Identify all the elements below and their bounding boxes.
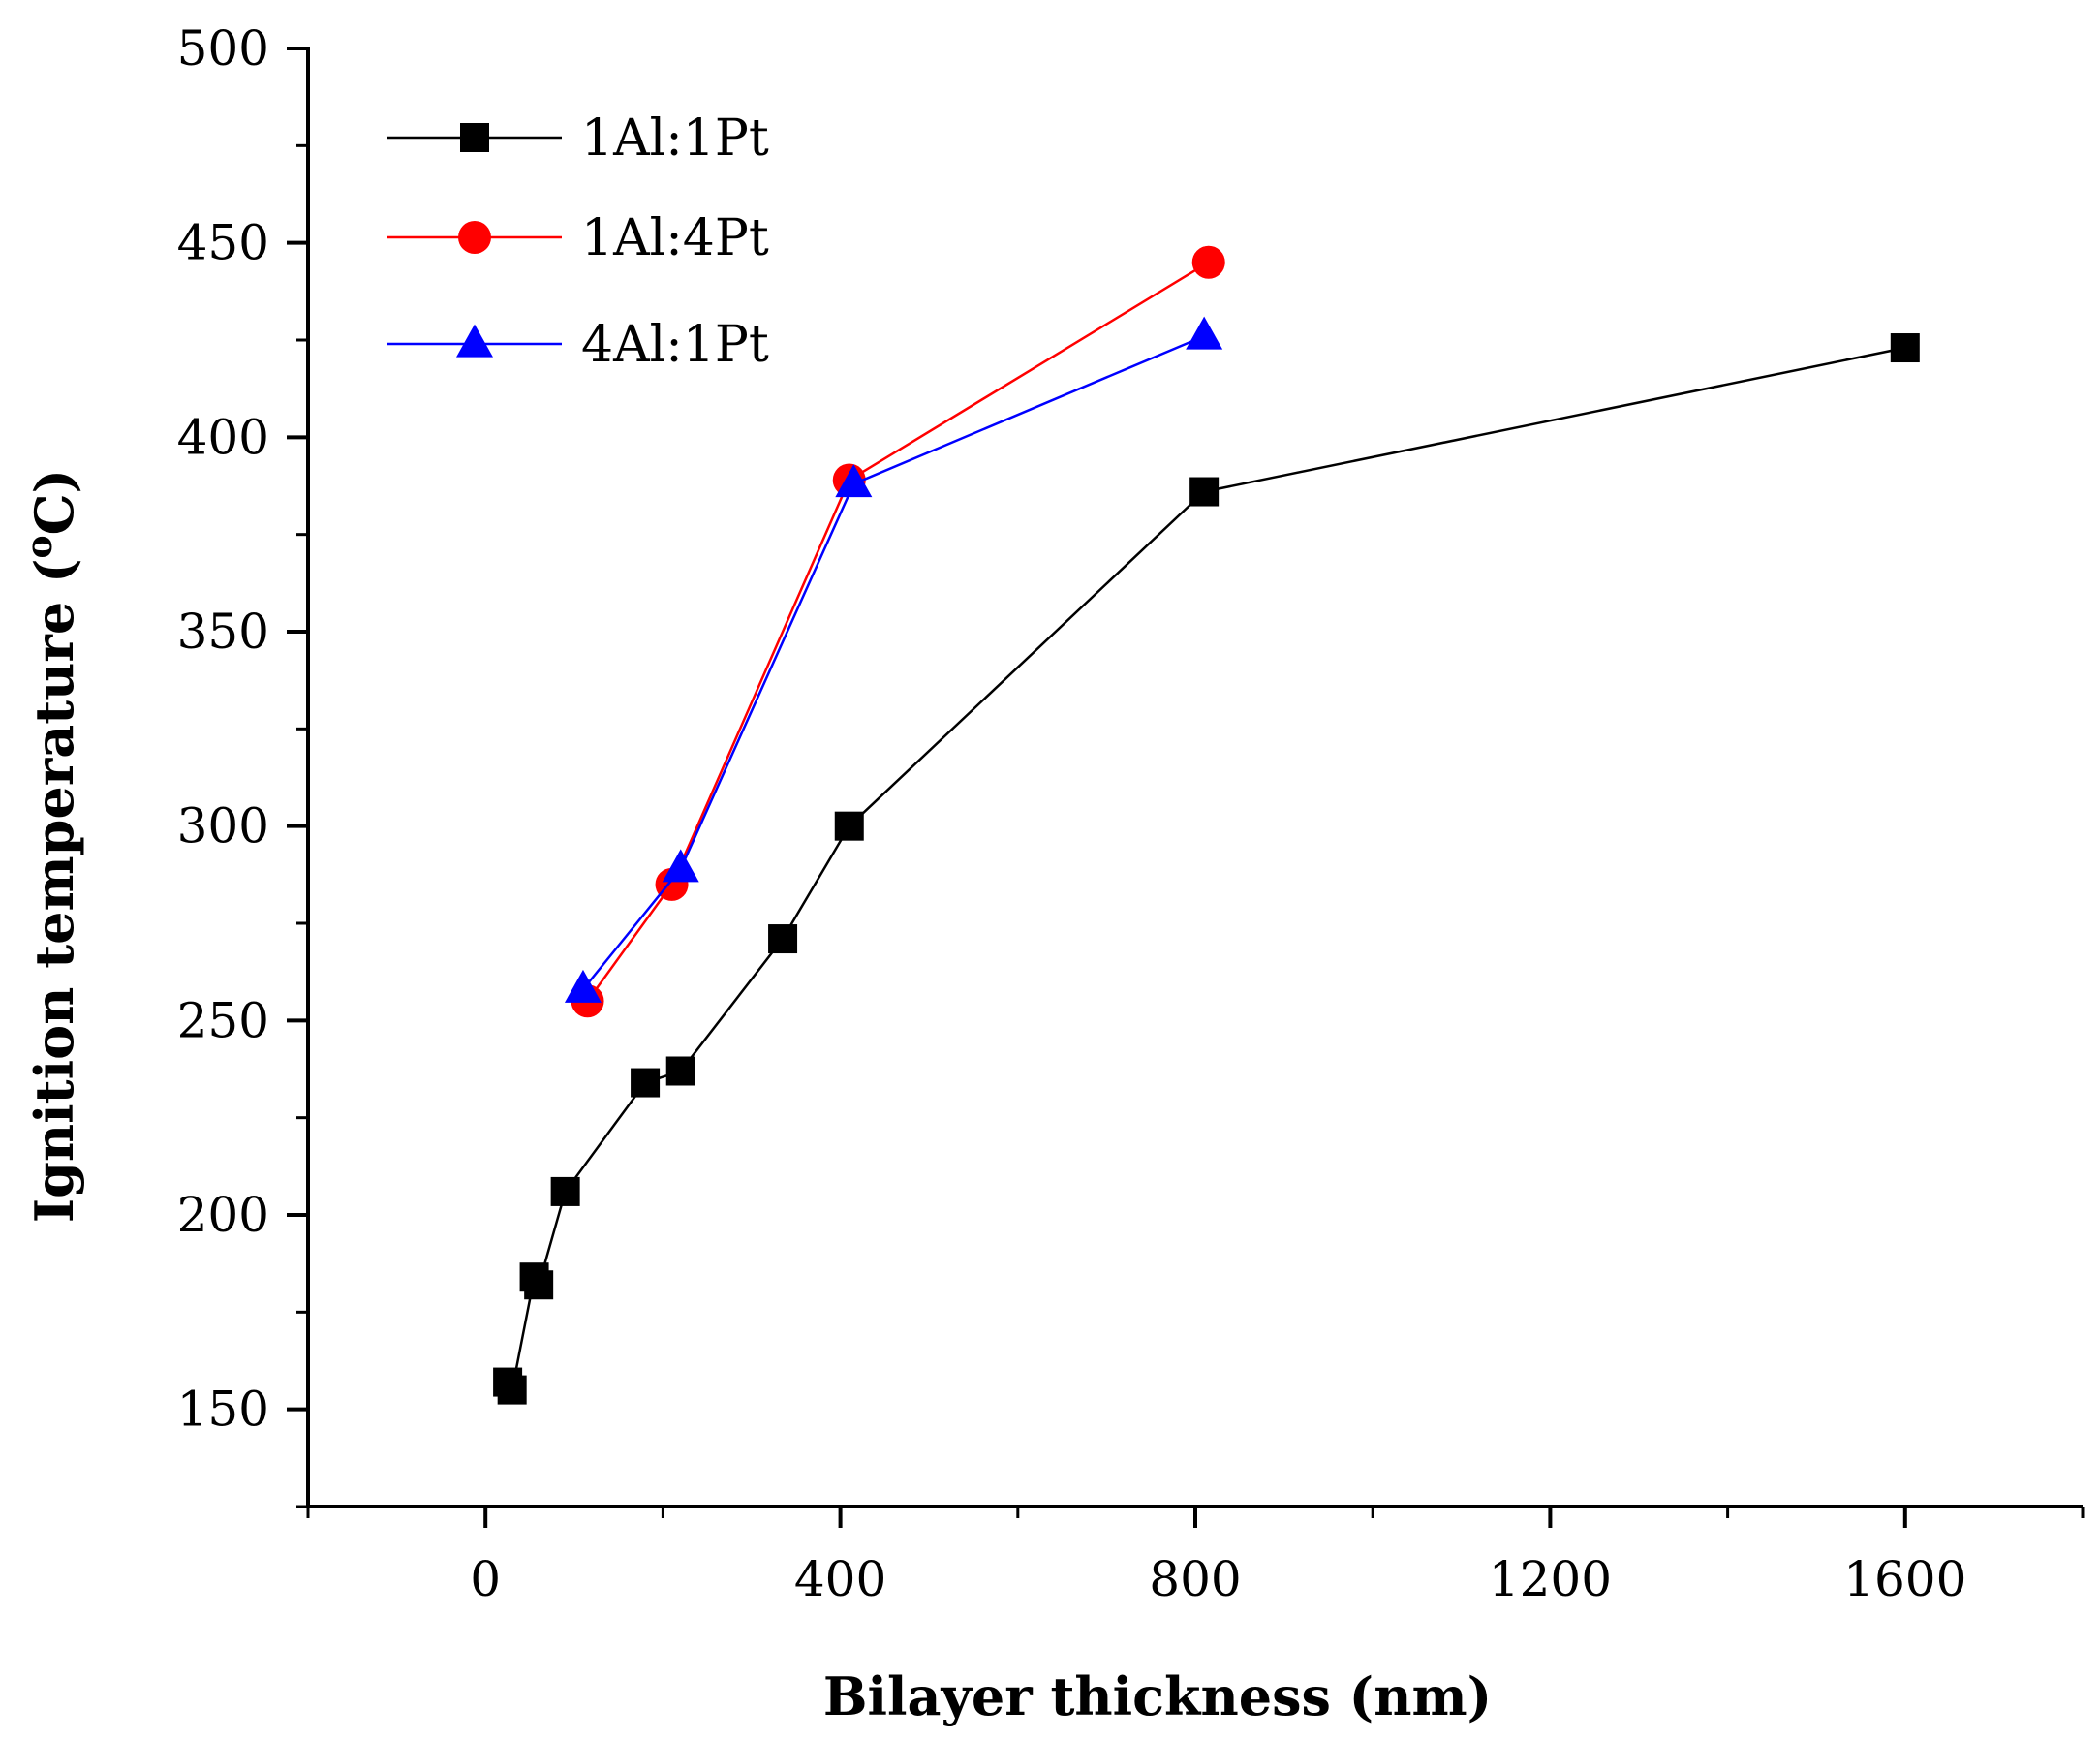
y-axis-title-end: C): [23, 469, 85, 536]
x-tick-label: 1200: [1489, 1551, 1612, 1607]
legend: 1Al:1Pt 1Al:4Pt 4Al:1Pt: [387, 109, 769, 374]
y-axis-title: Ignition temperature (oC): [19, 469, 85, 1223]
legend-item: 1Al:1Pt: [387, 109, 769, 168]
data-point: [834, 811, 864, 841]
legend-marker: [460, 123, 489, 152]
y-tick-label: 300: [177, 798, 269, 855]
y-tick-label: 400: [177, 409, 269, 465]
data-point: [665, 1056, 695, 1086]
data-point: [662, 849, 699, 883]
legend-item: 1Al:4Pt: [387, 209, 769, 267]
y-tick-label: 150: [177, 1382, 269, 1438]
legend-marker: [456, 324, 493, 358]
x-tick-label: 0: [470, 1551, 501, 1607]
series-line: [581, 334, 1205, 991]
x-axis-title: Bilayer thickness (nm): [823, 1665, 1492, 1727]
data-point: [835, 464, 873, 498]
data-point: [564, 969, 602, 1003]
data-point: [524, 1270, 554, 1300]
data-point: [497, 1375, 527, 1405]
y-tick-label: 250: [177, 992, 269, 1048]
data-point: [1186, 316, 1223, 350]
y-tick-label: 350: [177, 604, 269, 660]
legend-label: 1Al:4Pt: [581, 209, 769, 267]
data-point: [631, 1068, 661, 1098]
x-tick-label: 400: [794, 1551, 886, 1607]
data-point: [550, 1176, 580, 1206]
series-line: [586, 261, 1210, 1002]
x-tick-label: 1600: [1843, 1551, 1966, 1607]
data-point: [1890, 333, 1920, 363]
y-tick-label: 500: [177, 20, 269, 77]
legend-label: 4Al:1Pt: [581, 316, 769, 374]
series-layer: [493, 245, 1920, 1405]
data-point: [768, 924, 798, 954]
legend-label: 1Al:1Pt: [581, 109, 769, 168]
series-4al-1pt: [564, 316, 1223, 1003]
data-point: [1191, 245, 1225, 279]
data-point: [1189, 477, 1220, 507]
y-axis-title-sup: o: [19, 535, 60, 558]
axes: 150 200 250 300 350 400 450 500 0 400 800 1200 1600: [177, 20, 2085, 1607]
y-tick-label: 450: [177, 215, 269, 271]
x-tick-label: 800: [1149, 1551, 1241, 1607]
series-1al-1pt: [493, 333, 1920, 1405]
legend-item: 4Al:1Pt: [387, 316, 769, 374]
y-tick-label: 200: [177, 1187, 269, 1243]
legend-marker: [458, 221, 491, 254]
y-axis-title-main: Ignition temperature (: [23, 558, 85, 1223]
